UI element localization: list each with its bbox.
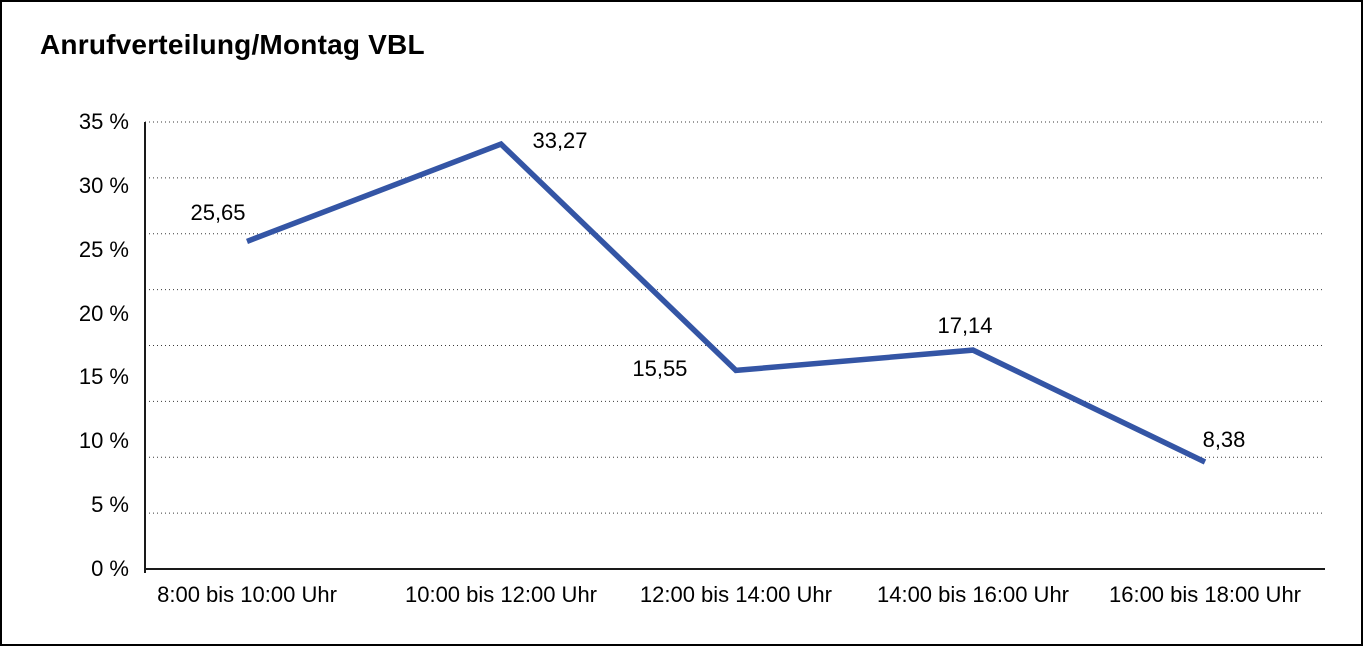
y-axis-tick-label: 30 % xyxy=(78,172,129,198)
y-axis-line xyxy=(144,122,146,573)
x-axis-category-label: 10:00 bis 12:00 Uhr xyxy=(404,582,598,607)
series-line xyxy=(246,140,1207,465)
y-axis-tick-label: 10 % xyxy=(78,428,129,454)
plot-area xyxy=(145,121,1325,569)
data-point-label: 33,27 xyxy=(532,128,588,154)
data-point-label: 8,38 xyxy=(1202,427,1246,452)
x-axis-line xyxy=(144,568,1325,570)
y-axis-tick-label: 20 % xyxy=(78,300,129,326)
y-axis-tick-label: 5 % xyxy=(91,492,129,518)
y-axis-tick-label: 0 % xyxy=(91,556,129,581)
data-point-label: 25,65 xyxy=(190,200,246,226)
y-axis-tick-label: 35 % xyxy=(78,109,129,134)
chart-title: Anrufverteilung/Montag VBL xyxy=(40,29,425,60)
x-axis-category-label: 14:00 bis 16:00 Uhr xyxy=(876,582,1070,607)
x-axis-category-label: 16:00 bis 18:00 Uhr xyxy=(1108,582,1302,607)
line-chart-canvas xyxy=(145,121,1325,514)
gridlines xyxy=(145,121,1325,514)
y-axis-tick-label: 15 % xyxy=(78,364,129,390)
y-axis-tick-label: 25 % xyxy=(78,236,129,262)
x-axis-category-label: 8:00 bis 10:00 Uhr xyxy=(157,582,337,607)
data-point-label: 15,55 xyxy=(632,356,688,382)
x-axis-category-label: 12:00 bis 14:00 Uhr xyxy=(639,582,832,607)
data-point-label: 17,14 xyxy=(937,313,993,339)
